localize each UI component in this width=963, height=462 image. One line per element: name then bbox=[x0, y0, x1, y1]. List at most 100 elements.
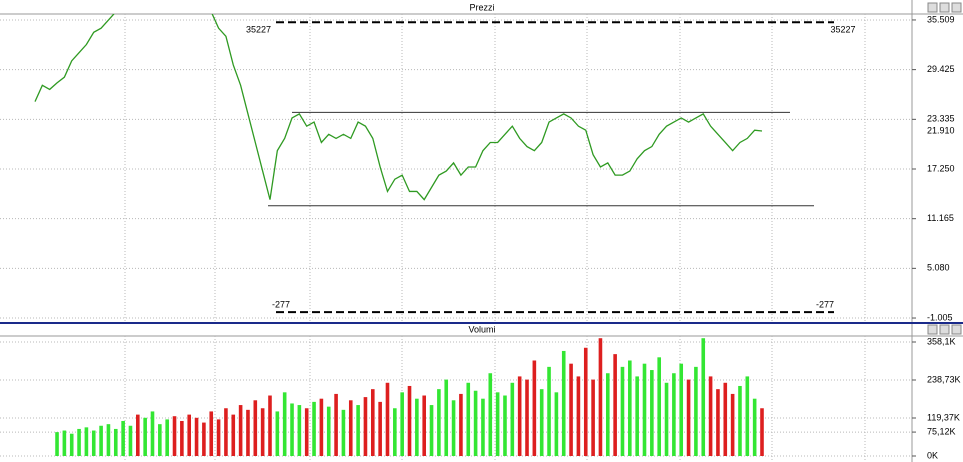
volume-bar bbox=[77, 428, 81, 456]
volume-bar bbox=[701, 338, 706, 456]
window-buttons[interactable] bbox=[927, 2, 962, 335]
volume-bar bbox=[605, 373, 610, 456]
volume-bar bbox=[158, 424, 162, 456]
volume-bar bbox=[650, 370, 654, 456]
volume-bar bbox=[539, 389, 544, 456]
volume-bar bbox=[760, 408, 764, 456]
volume-bar bbox=[657, 357, 661, 456]
volume-bar bbox=[312, 401, 316, 456]
volume-bar bbox=[216, 419, 221, 456]
volume-bar bbox=[253, 400, 258, 456]
level-label: -277 bbox=[816, 299, 834, 309]
minimize-button[interactable] bbox=[927, 324, 938, 335]
volume-bar bbox=[297, 405, 302, 456]
close-button[interactable] bbox=[951, 324, 962, 335]
volume-bar bbox=[224, 408, 228, 456]
plot bbox=[55, 338, 764, 456]
volume-bar bbox=[738, 385, 742, 456]
volume-bar bbox=[202, 422, 206, 456]
volume-bar bbox=[620, 366, 625, 456]
volume-bar bbox=[106, 424, 111, 456]
volume-bar bbox=[525, 379, 529, 456]
volume-bar bbox=[187, 414, 192, 456]
volume-bar bbox=[510, 382, 515, 456]
y-tick-label: -1.005 bbox=[927, 312, 953, 322]
pane-title: Volumi bbox=[468, 324, 495, 334]
volume-bar bbox=[69, 433, 74, 456]
volume-bar bbox=[664, 382, 669, 456]
close-button[interactable] bbox=[951, 2, 962, 13]
volume-bar bbox=[356, 405, 360, 456]
y-tick-label: 11.165 bbox=[927, 213, 954, 223]
volume-bar bbox=[444, 379, 449, 456]
volume-bar bbox=[672, 373, 676, 456]
maximize-button[interactable] bbox=[939, 2, 950, 13]
volume-bar bbox=[99, 425, 103, 456]
volume-bar bbox=[716, 389, 720, 456]
volume-bar bbox=[503, 395, 507, 456]
level-label: 35227 bbox=[246, 25, 271, 35]
volume-bar bbox=[583, 347, 588, 456]
y-tick-label: 0K bbox=[927, 450, 938, 460]
volume-bar bbox=[642, 363, 647, 456]
volume-bar bbox=[708, 376, 713, 456]
volume-bar bbox=[517, 376, 522, 456]
volume-bar bbox=[407, 385, 412, 456]
volume-bar bbox=[209, 411, 214, 456]
y-tick-label: 29.425 bbox=[927, 64, 955, 74]
volume-bar bbox=[591, 379, 595, 456]
volume-bar bbox=[532, 360, 537, 456]
volume-bar bbox=[400, 392, 404, 456]
volume-bar bbox=[290, 403, 294, 456]
price-line bbox=[34, 14, 763, 201]
volume-bar bbox=[723, 382, 728, 456]
volume-bar bbox=[415, 398, 419, 456]
volume-bar bbox=[319, 398, 324, 456]
volume-bar bbox=[547, 366, 551, 456]
volume-bar bbox=[231, 414, 236, 456]
y-tick-label: 75,12K bbox=[927, 426, 956, 436]
volume-bar bbox=[370, 389, 375, 456]
volume-bar bbox=[561, 350, 566, 456]
plot bbox=[34, 14, 834, 314]
volume-bar bbox=[121, 420, 125, 456]
volume-bar bbox=[113, 428, 118, 456]
volume-bar bbox=[576, 376, 581, 456]
volume-bar bbox=[429, 405, 434, 456]
volume-bar bbox=[341, 409, 346, 456]
volume-bar bbox=[128, 425, 133, 456]
volume-bar bbox=[466, 382, 471, 456]
volume-bar bbox=[363, 397, 368, 456]
volume-bar bbox=[326, 406, 331, 456]
volume-bar bbox=[282, 392, 287, 456]
volume-bar bbox=[569, 363, 573, 456]
y-tick-label: 358,1K bbox=[927, 336, 956, 346]
volume-bar bbox=[694, 366, 698, 456]
level-label: 35227 bbox=[830, 25, 855, 35]
volume-bar bbox=[473, 390, 478, 456]
y-tick-label: 35.509 bbox=[927, 14, 955, 24]
last-marker bbox=[913, 124, 963, 137]
volume-bar bbox=[378, 401, 382, 456]
level-label: -277 bbox=[272, 299, 290, 309]
volume-bar bbox=[304, 408, 309, 456]
volume-bar bbox=[194, 417, 199, 456]
volume-bar bbox=[679, 363, 684, 456]
volume-bar bbox=[730, 393, 735, 456]
volume-bar bbox=[635, 376, 639, 456]
maximize-button[interactable] bbox=[939, 324, 950, 335]
volume-bar bbox=[143, 417, 147, 456]
volume-bar bbox=[62, 430, 67, 456]
volume-bar bbox=[437, 389, 441, 456]
volume-bar bbox=[136, 414, 140, 456]
last-marker-label: 21.910 bbox=[927, 125, 955, 135]
volume-bar bbox=[268, 395, 272, 456]
volume-bar bbox=[348, 400, 353, 456]
volume-bar bbox=[745, 376, 750, 456]
volume-bar bbox=[488, 373, 493, 456]
volume-bar bbox=[628, 360, 632, 456]
y-tick-label: 5.080 bbox=[927, 263, 950, 273]
volume-bar bbox=[385, 382, 390, 456]
minimize-button[interactable] bbox=[927, 2, 938, 13]
